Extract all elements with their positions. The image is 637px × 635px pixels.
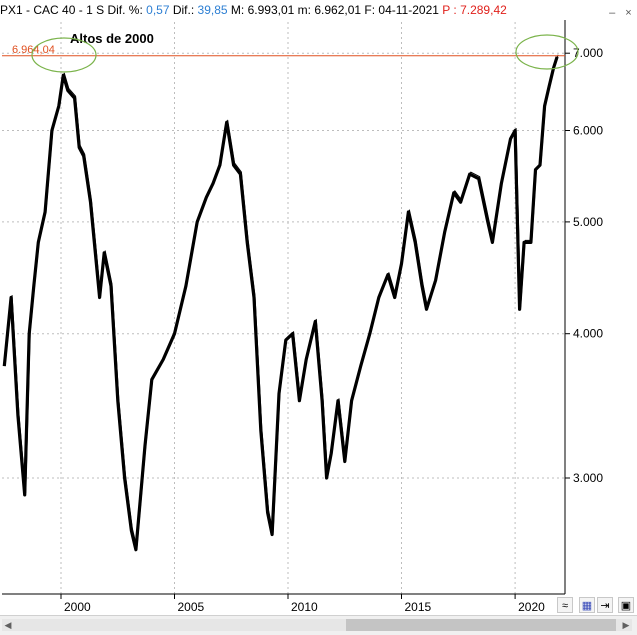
plot-area — [2, 22, 565, 594]
date-value: 04-11-2021 — [378, 3, 439, 17]
separator: - — [78, 3, 83, 17]
x-tick-label: 2015 — [405, 600, 432, 614]
scroll-right-icon[interactable]: ▶ — [622, 620, 630, 630]
highlight-circle-2021 — [515, 34, 579, 70]
price-series — [2, 54, 559, 552]
high-label: M: — [230, 3, 245, 17]
y-tick-label: 7.000 — [573, 46, 603, 60]
grid — [2, 22, 565, 594]
horizontal-scrollbar[interactable]: ◀ ▶ — [0, 615, 637, 635]
minimize-button[interactable]: – — [609, 7, 616, 19]
x-tick-label: 2020 — [518, 600, 545, 614]
window-controls: – × — [606, 2, 635, 19]
y-tick-label: 5.000 — [573, 215, 603, 229]
pct-change-label: Dif. %: — [107, 3, 143, 17]
highlight-circle-2000 — [31, 37, 97, 73]
annotation-label: Altos de 2000 — [70, 31, 154, 46]
save-icon[interactable]: ▦ — [579, 597, 595, 613]
price-value: 7.289,42 — [460, 3, 507, 17]
price-line-range — [4, 54, 559, 549]
separator: - — [26, 3, 31, 17]
y-tick-label: 4.000 — [573, 327, 603, 341]
change-label: Dif.: — [172, 3, 195, 17]
y-tick-label: 6.000 — [573, 124, 603, 138]
x-tick-label: 2000 — [64, 600, 91, 614]
interval-label[interactable]: 1 S — [86, 3, 105, 17]
pin-icon[interactable]: ⇥ — [597, 597, 613, 613]
chart-header: PX1 - CAC 40 - 1 S Dif. %: 0,57 Dif.: 39… — [0, 0, 637, 20]
x-tick-label: 2005 — [178, 600, 205, 614]
x-axis-ticks: 2000 2005 2010 2015 2020 — [60, 594, 545, 614]
y-axis-ticks: 3.000 4.000 5.000 6.000 7.000 — [565, 46, 603, 485]
scroll-left-icon[interactable]: ◀ — [4, 620, 12, 630]
x-tick-label: 2010 — [291, 600, 318, 614]
symbol-label: PX1 — [0, 3, 23, 17]
low-label: m: — [297, 3, 311, 17]
instrument-name: CAC 40 — [33, 3, 76, 17]
expand-icon[interactable]: ▣ — [618, 597, 634, 613]
close-button[interactable]: × — [625, 7, 632, 19]
scroll-thumb[interactable] — [346, 619, 616, 631]
low-value: 6.962,01 — [314, 3, 362, 17]
pct-change-value: 0,57 — [146, 3, 170, 17]
high-value: 6.993,01 — [247, 3, 295, 17]
date-label: F: — [364, 3, 376, 17]
price-line — [2, 56, 559, 552]
price-label: P : — [442, 3, 457, 17]
change-value: 39,85 — [197, 3, 228, 17]
wave-icon[interactable]: ≈ — [557, 597, 573, 613]
y-tick-label: 3.000 — [573, 471, 603, 485]
